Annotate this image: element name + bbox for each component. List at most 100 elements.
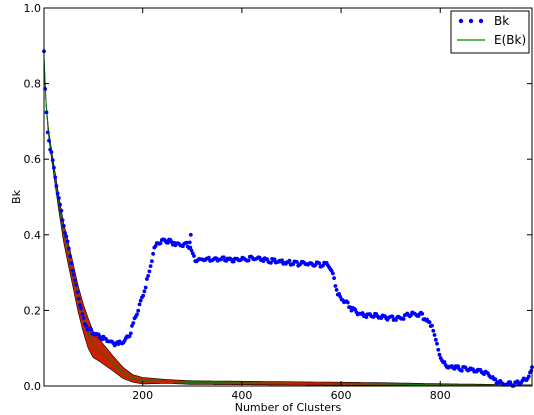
bk-point xyxy=(394,318,398,322)
bk-point xyxy=(89,327,93,332)
bk-point xyxy=(420,311,425,316)
bk-point xyxy=(158,241,163,246)
x-tick-label: 400 xyxy=(231,389,252,402)
bk-point xyxy=(442,360,447,364)
y-tick-label: 1.0 xyxy=(24,2,42,15)
bk-point xyxy=(433,337,438,342)
bk-point xyxy=(73,278,77,283)
bk-point xyxy=(64,234,69,239)
bk-point xyxy=(401,317,406,321)
plot-frame xyxy=(43,7,533,387)
bk-point xyxy=(272,257,277,262)
bk-point xyxy=(432,333,437,337)
bk-point xyxy=(188,245,193,250)
bk-point xyxy=(331,271,335,276)
tick-layer: 200 400 600 800 0.0 0.2 0.4 0.6 0.8 1.0 xyxy=(24,2,532,402)
bk-point xyxy=(390,314,395,319)
y-tick-label: 0.0 xyxy=(24,380,42,393)
bk-point xyxy=(57,196,61,200)
bk-point xyxy=(52,165,56,170)
bk-point xyxy=(136,308,141,313)
x-tick-label: 600 xyxy=(331,389,352,402)
bk-point xyxy=(127,334,132,339)
bk-point xyxy=(58,202,62,207)
bk-point xyxy=(526,374,531,379)
bk-point xyxy=(78,303,82,308)
bk-point xyxy=(101,335,105,339)
bk-point xyxy=(142,289,147,294)
bk-point xyxy=(188,232,193,237)
bk-point xyxy=(333,284,338,288)
bk-point xyxy=(65,239,70,244)
bk-point xyxy=(143,285,148,290)
bk-point xyxy=(50,158,55,163)
bk-point xyxy=(436,347,441,352)
bk-point xyxy=(334,288,339,292)
bk-point xyxy=(459,368,464,373)
bk-point xyxy=(151,251,156,256)
bk-point xyxy=(47,138,51,143)
bk-point xyxy=(135,312,139,317)
y-tick-label: 0.8 xyxy=(24,78,42,91)
confidence-band-layer xyxy=(43,55,533,387)
legend-bk-label: Bk xyxy=(494,14,509,28)
bk-point xyxy=(55,191,60,196)
expected-bk-line-layer xyxy=(43,57,532,387)
bk-point xyxy=(53,175,58,180)
bk-point xyxy=(360,311,365,315)
bk-point xyxy=(146,274,151,278)
bk-point xyxy=(61,224,66,228)
bk-point xyxy=(189,248,194,253)
y-tick-label: 0.2 xyxy=(24,304,42,317)
x-axis-label: Number of Clusters xyxy=(235,401,342,414)
bk-point xyxy=(45,130,50,135)
legend-bk-marker xyxy=(458,18,484,24)
bk-point xyxy=(437,352,442,357)
bk-point xyxy=(246,258,251,263)
legend-bk-dot xyxy=(478,18,484,24)
bk-point xyxy=(430,323,434,328)
legend-box xyxy=(450,10,530,54)
ebk-confidence-band xyxy=(43,55,533,387)
bk-point xyxy=(150,259,154,264)
bk-point xyxy=(493,377,498,382)
bk-point xyxy=(187,240,192,245)
bk-point xyxy=(68,254,72,259)
bk-point xyxy=(529,368,534,373)
bk-point xyxy=(137,302,142,307)
bk-point xyxy=(130,324,134,328)
bk-point xyxy=(71,272,76,277)
bk-point xyxy=(66,246,71,251)
bk-point xyxy=(59,208,64,213)
bk-point xyxy=(295,260,299,264)
bk-point xyxy=(141,293,146,298)
legend-bk-dot xyxy=(468,18,474,24)
bk-point xyxy=(371,314,376,319)
bk-point xyxy=(280,258,284,263)
y-tick-label: 0.4 xyxy=(24,229,42,242)
bk-point xyxy=(337,292,341,296)
bk-point xyxy=(79,306,84,311)
bk-point xyxy=(221,255,226,260)
bk-point xyxy=(128,331,133,336)
ebk-series-line xyxy=(43,57,532,387)
legend-ebk-label: E(Bk) xyxy=(494,33,526,47)
bk-point xyxy=(456,364,460,369)
bk-point xyxy=(74,283,79,287)
bk-point xyxy=(76,296,81,301)
y-tick-label: 0.6 xyxy=(24,153,42,166)
bk-point xyxy=(60,218,65,223)
x-tick-label: 800 xyxy=(430,389,451,402)
x-tick-label: 200 xyxy=(132,389,153,402)
bk-point xyxy=(69,261,74,266)
bk-point xyxy=(145,277,149,281)
legend: Bk E(Bk) xyxy=(450,10,530,54)
bk-point xyxy=(332,276,336,280)
bk-point xyxy=(81,316,86,320)
bk-point xyxy=(54,184,59,188)
bk-point xyxy=(317,261,322,266)
bk-point xyxy=(70,268,75,273)
bk-point xyxy=(431,328,436,333)
bk-point xyxy=(131,321,136,325)
